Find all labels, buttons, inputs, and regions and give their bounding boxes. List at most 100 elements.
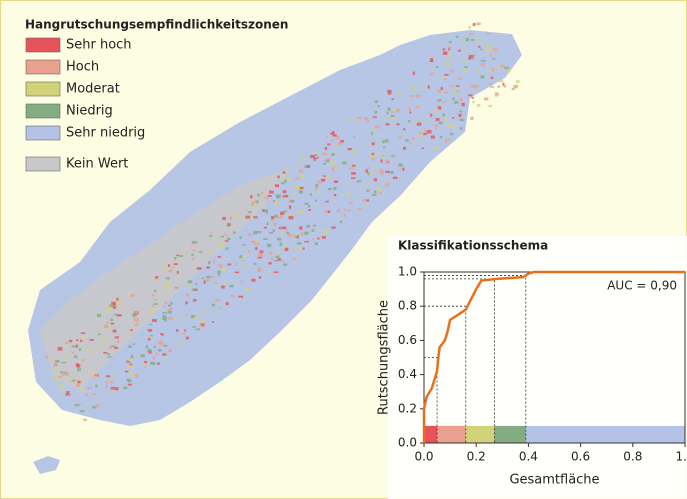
susceptibility-speckle: [253, 216, 257, 218]
susceptibility-speckle: [323, 175, 325, 177]
susceptibility-speckle: [245, 216, 250, 219]
susceptibility-speckle: [375, 125, 380, 128]
x-tick-label: 1.0: [675, 450, 687, 464]
susceptibility-speckle: [428, 85, 430, 88]
susceptibility-speckle: [268, 270, 271, 272]
susceptibility-speckle: [322, 153, 327, 156]
susceptibility-speckle: [98, 333, 100, 335]
susceptibility-speckle: [226, 235, 229, 237]
susceptibility-speckle: [166, 277, 171, 279]
susceptibility-speckle: [113, 330, 117, 333]
susceptibility-speckle: [287, 178, 291, 181]
susceptibility-speckle: [79, 348, 81, 351]
susceptibility-speckle: [130, 364, 133, 366]
susceptibility-speckle: [250, 217, 253, 219]
susceptibility-speckle: [151, 305, 154, 307]
susceptibility-speckle: [278, 239, 282, 241]
susceptibility-speckle: [278, 216, 283, 219]
susceptibility-speckle: [295, 177, 300, 179]
susceptibility-speckle: [258, 257, 262, 259]
susceptibility-speckle: [287, 232, 290, 234]
y-tick-label: 0.2: [398, 401, 417, 415]
susceptibility-speckle: [486, 44, 491, 46]
susceptibility-speckle: [133, 343, 135, 345]
susceptibility-speckle: [490, 83, 492, 85]
susceptibility-speckle: [168, 311, 172, 314]
map-title: Hangrutschungsempfindlichkeitszonen: [25, 18, 288, 32]
susceptibility-speckle: [356, 150, 358, 152]
susceptibility-speckle: [225, 247, 228, 249]
susceptibility-speckle: [302, 247, 304, 249]
susceptibility-speckle: [271, 216, 274, 219]
susceptibility-speckle: [323, 229, 327, 232]
susceptibility-speckle: [292, 258, 297, 260]
zone-band: [466, 426, 495, 443]
susceptibility-speckle: [274, 271, 279, 273]
susceptibility-speckle: [398, 93, 401, 95]
susceptibility-speckle: [223, 233, 225, 235]
susceptibility-speckle: [82, 336, 86, 338]
susceptibility-speckle: [349, 167, 354, 169]
susceptibility-speckle: [185, 301, 187, 304]
susceptibility-speckle: [403, 128, 405, 130]
susceptibility-speckle: [72, 345, 76, 347]
susceptibility-speckle: [241, 281, 243, 283]
susceptibility-speckle: [409, 95, 414, 97]
susceptibility-speckle: [173, 317, 176, 320]
susceptibility-speckle: [450, 70, 454, 72]
legend-swatch: [26, 157, 60, 171]
susceptibility-speckle: [248, 211, 251, 213]
susceptibility-speckle: [162, 353, 166, 355]
susceptibility-speckle: [289, 216, 294, 219]
susceptibility-speckle: [396, 109, 400, 112]
susceptibility-speckle: [104, 337, 107, 340]
susceptibility-speckle: [409, 112, 411, 114]
susceptibility-speckle: [161, 334, 164, 336]
susceptibility-speckle: [463, 70, 467, 72]
legend-swatch: [26, 126, 60, 140]
susceptibility-speckle: [270, 258, 273, 260]
legend-swatch: [26, 104, 60, 118]
susceptibility-speckle: [372, 130, 375, 132]
susceptibility-speckle: [213, 282, 217, 284]
susceptibility-speckle: [167, 285, 172, 287]
susceptibility-speckle: [152, 294, 155, 296]
susceptibility-speckle: [254, 243, 257, 246]
susceptibility-speckle: [94, 375, 97, 378]
susceptibility-speckle: [104, 325, 108, 328]
susceptibility-speckle: [267, 244, 271, 247]
susceptibility-speckle: [283, 245, 286, 248]
susceptibility-speckle: [435, 110, 438, 113]
susceptibility-speckle: [462, 61, 465, 63]
susceptibility-speckle: [473, 23, 476, 26]
susceptibility-speckle: [374, 111, 377, 114]
susceptibility-speckle: [399, 135, 402, 138]
susceptibility-speckle: [413, 72, 415, 75]
susceptibility-speckle: [500, 64, 504, 67]
susceptibility-speckle: [416, 95, 420, 98]
susceptibility-speckle: [54, 362, 57, 365]
susceptibility-speckle: [80, 410, 85, 412]
susceptibility-speckle: [72, 352, 74, 354]
susceptibility-speckle: [460, 127, 462, 130]
susceptibility-speckle: [127, 360, 129, 362]
susceptibility-speckle: [258, 254, 263, 257]
susceptibility-speckle: [380, 169, 383, 172]
susceptibility-speckle: [299, 170, 302, 172]
annotation: AUC = 0,90: [607, 279, 677, 293]
susceptibility-speckle: [408, 108, 410, 111]
susceptibility-speckle: [76, 384, 80, 387]
susceptibility-speckle: [375, 100, 378, 103]
susceptibility-speckle: [198, 328, 200, 330]
susceptibility-speckle: [60, 371, 64, 373]
susceptibility-speckle: [491, 68, 494, 71]
susceptibility-speckle: [468, 57, 471, 59]
susceptibility-speckle: [391, 117, 395, 120]
susceptibility-speckle: [206, 266, 210, 268]
susceptibility-speckle: [450, 133, 453, 136]
susceptibility-speckle: [409, 143, 412, 145]
susceptibility-speckle: [206, 279, 210, 282]
susceptibility-speckle: [290, 200, 294, 202]
susceptibility-speckle: [250, 195, 253, 198]
susceptibility-speckle: [154, 290, 157, 292]
